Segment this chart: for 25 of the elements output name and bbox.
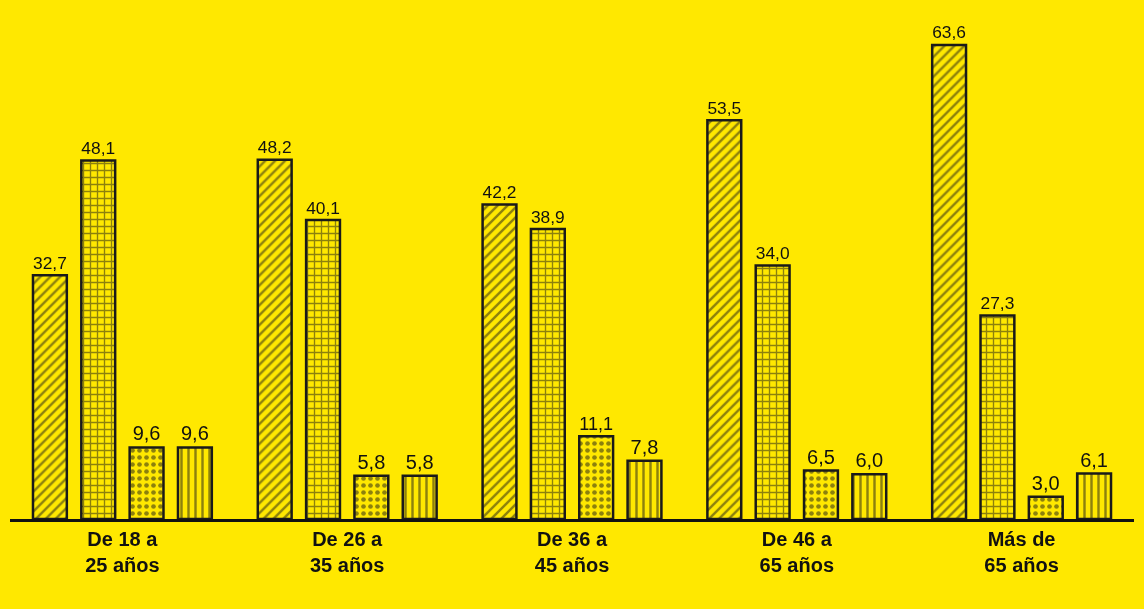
data-label: 38,9 xyxy=(530,206,565,227)
data-label: 3,0 xyxy=(1031,471,1060,494)
data-label: 42,2 xyxy=(482,181,517,202)
data-label: 6,1 xyxy=(1080,448,1108,471)
x-tick-label: Más de 65 años xyxy=(984,528,1059,576)
data-label: 5,8 xyxy=(357,450,386,473)
x-tick-label: De 18 a 25 años xyxy=(85,528,160,576)
x-tick-label: De 46 a 65 años xyxy=(759,528,835,576)
data-label: 6,5 xyxy=(807,445,835,468)
data-label: 7,8 xyxy=(630,435,659,458)
data-label: 48,1 xyxy=(81,138,116,158)
data-label: 11,1 xyxy=(579,413,614,434)
data-label: 34,0 xyxy=(755,243,790,264)
data-label: 5,8 xyxy=(405,450,434,473)
data-label: 6,0 xyxy=(855,449,884,472)
x-tick-label: De 26 a 35 años xyxy=(309,528,385,576)
x-tick-label: De 36 a 45 años xyxy=(534,528,610,576)
data-label: 40,1 xyxy=(306,197,340,218)
data-label: 63,6 xyxy=(932,22,966,43)
data-label: 53,5 xyxy=(707,97,742,118)
data-label: 9,6 xyxy=(180,422,209,445)
data-label: 48,2 xyxy=(257,137,292,158)
data-label: 27,3 xyxy=(980,293,1015,314)
data-label: 32,7 xyxy=(33,252,67,273)
data-label: 9,6 xyxy=(132,422,161,445)
